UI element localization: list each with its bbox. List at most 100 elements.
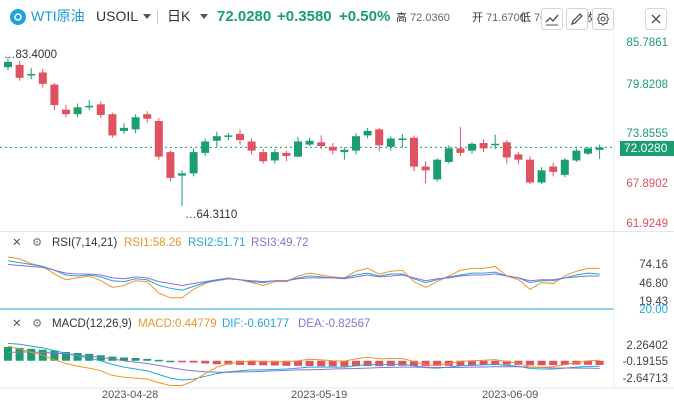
macd-histogram-bar bbox=[502, 360, 511, 365]
rsi1-value: RSI1:58.26 bbox=[124, 237, 182, 249]
macd-histogram-bar bbox=[189, 360, 198, 363]
rsi-settings-icon[interactable]: ⚙ bbox=[32, 237, 43, 249]
candle-body bbox=[410, 137, 418, 167]
close-chart-button[interactable] bbox=[645, 8, 667, 30]
candle-body bbox=[305, 140, 314, 145]
high-label: 高 72.0360 bbox=[396, 12, 450, 24]
candle-body bbox=[584, 148, 592, 154]
macd-histogram-bar bbox=[270, 360, 279, 366]
candle-body bbox=[189, 152, 198, 174]
period-dropdown-chevron-icon[interactable] bbox=[200, 14, 208, 19]
macd-title: MACD(12,26,9) bbox=[52, 318, 132, 330]
macd-histogram-bar bbox=[433, 360, 442, 367]
period-selector[interactable]: 日K bbox=[167, 8, 191, 24]
macd-histogram-bar bbox=[549, 360, 558, 366]
candle-body bbox=[294, 141, 302, 157]
dif-line bbox=[7, 342, 600, 381]
settings-icon bbox=[596, 12, 610, 26]
macd-histogram-bar bbox=[247, 360, 256, 366]
symbol-name[interactable]: WTI原油 bbox=[31, 8, 85, 24]
candle-body bbox=[201, 141, 210, 153]
expand-chart-icon bbox=[545, 14, 559, 26]
macd-histogram-bar bbox=[317, 360, 326, 367]
settings-button[interactable] bbox=[592, 8, 614, 30]
candle-body bbox=[386, 138, 395, 147]
close-icon bbox=[651, 14, 661, 24]
current-price-tag: 72.0280 bbox=[620, 141, 674, 156]
candle-body bbox=[131, 117, 140, 130]
candle-body bbox=[212, 136, 221, 141]
macd-histogram-bar bbox=[201, 360, 210, 364]
candle-body bbox=[340, 149, 349, 153]
draw-button[interactable] bbox=[566, 8, 588, 30]
candle-body bbox=[282, 152, 291, 156]
macd-histogram-bar bbox=[4, 347, 12, 361]
rsi-close-icon[interactable]: ✕ bbox=[12, 237, 22, 249]
candle-body bbox=[50, 84, 59, 106]
panel-divider bbox=[0, 231, 674, 232]
macd-histogram-bar bbox=[62, 352, 70, 361]
candle-body bbox=[398, 138, 407, 140]
candle-body bbox=[595, 147, 604, 150]
macd-histogram-bar bbox=[143, 358, 152, 361]
divider bbox=[157, 10, 158, 24]
candle-body bbox=[433, 159, 442, 180]
candle-body bbox=[352, 136, 360, 151]
macd-histogram-bar bbox=[27, 348, 36, 361]
date-axis-label: 2023-06-09 bbox=[482, 389, 539, 401]
candle-body bbox=[572, 150, 581, 161]
symbol-dropdown-chevron-icon[interactable] bbox=[143, 14, 151, 19]
candle-body bbox=[224, 135, 233, 137]
price-change-percent: +0.50% bbox=[339, 8, 391, 25]
candle-body bbox=[479, 143, 488, 149]
candle-body bbox=[4, 61, 12, 68]
candle-body bbox=[328, 146, 337, 151]
macd-histogram-bar bbox=[375, 360, 384, 367]
candle-body bbox=[491, 143, 500, 146]
macd-histogram-bar bbox=[212, 360, 221, 365]
macd-histogram-bar bbox=[15, 347, 24, 361]
rsi2-value: RSI2:51.71 bbox=[188, 237, 246, 249]
candle-body bbox=[154, 121, 163, 157]
symbol-refresh-icon[interactable] bbox=[10, 9, 26, 25]
candle-body bbox=[270, 152, 279, 161]
macd-histogram-bar bbox=[537, 360, 546, 366]
rsi-axis-label: 74.16 bbox=[639, 259, 668, 271]
macd-histogram-bar bbox=[120, 357, 128, 361]
candle-body bbox=[421, 166, 430, 171]
macd-histogram-bar bbox=[282, 360, 291, 366]
macd-histogram-bar bbox=[259, 360, 268, 366]
symbol-code[interactable]: USOIL bbox=[96, 8, 139, 24]
rsi-title: RSI(7,14,21) bbox=[52, 237, 118, 249]
macd-histogram-bar bbox=[584, 360, 592, 365]
candle-body bbox=[108, 114, 117, 136]
candle-body bbox=[143, 114, 152, 119]
macd-axis-label: -2.64713 bbox=[622, 373, 668, 385]
price-axis-label: 79.8208 bbox=[626, 79, 668, 91]
macd-line bbox=[7, 345, 600, 386]
macd-settings-icon[interactable]: ⚙ bbox=[32, 318, 43, 330]
macd-histogram-bar bbox=[595, 360, 604, 365]
macd-close-icon[interactable]: ✕ bbox=[12, 318, 22, 330]
candle-body bbox=[502, 142, 511, 158]
expand-chart-button[interactable] bbox=[541, 8, 563, 30]
macd-histogram-bar bbox=[328, 360, 337, 367]
rsi3-value: RSI3:49.72 bbox=[251, 237, 309, 249]
candle-body bbox=[247, 141, 256, 151]
candle-body bbox=[444, 148, 453, 162]
candle-body bbox=[236, 133, 244, 140]
macd-histogram-bar bbox=[305, 360, 314, 367]
candle-body bbox=[456, 148, 465, 153]
candle-body bbox=[27, 73, 36, 76]
macd-histogram-bar bbox=[421, 360, 430, 367]
macd-histogram-bar bbox=[131, 357, 140, 361]
rsi2-line bbox=[7, 260, 600, 291]
candle-body bbox=[62, 109, 70, 115]
macd-histogram-bar bbox=[410, 360, 418, 367]
rsi-level-tag: 20.00 bbox=[639, 304, 668, 316]
candle-body bbox=[259, 152, 268, 162]
candle-body bbox=[73, 107, 82, 115]
macd-axis-label: -0.19155 bbox=[622, 356, 668, 368]
macd-histogram-bar bbox=[85, 353, 94, 361]
